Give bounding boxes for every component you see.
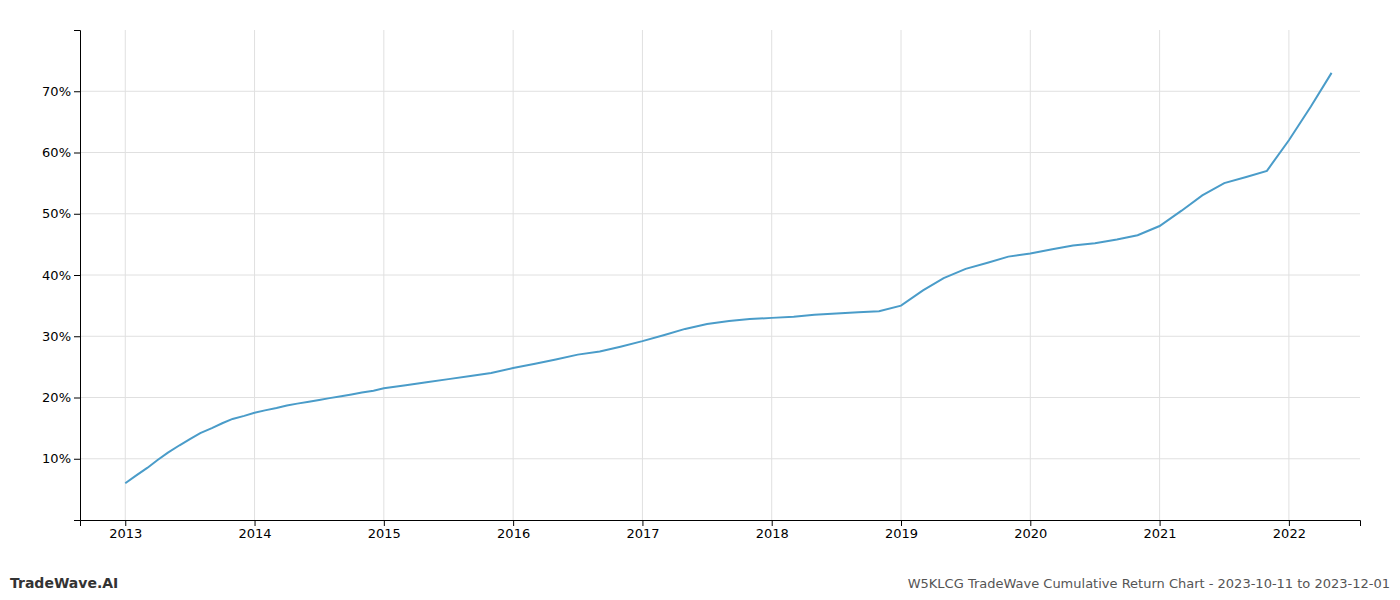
- x-tick-label: 2022: [1273, 526, 1306, 541]
- x-tick-mark: [772, 520, 773, 526]
- grid-line-y: [80, 152, 1360, 153]
- y-tick-label: 10%: [42, 451, 71, 466]
- x-tick-label: 2020: [1014, 526, 1047, 541]
- y-tick: 70%: [42, 84, 80, 99]
- x-tick-label: 2013: [109, 526, 142, 541]
- y-tick: 20%: [42, 390, 80, 405]
- x-tick: 2021: [1144, 520, 1177, 541]
- x-tick-mark: [1030, 520, 1031, 526]
- grid-line-y: [80, 275, 1360, 276]
- x-tick: 2013: [109, 520, 142, 541]
- y-tick-label: 70%: [42, 84, 71, 99]
- x-tick-label: 2021: [1144, 526, 1177, 541]
- x-axis: 2013 2014 2015 2016 2017 2018 2019 2020 2021 2022: [81, 520, 1361, 541]
- y-tick: 50%: [42, 206, 80, 221]
- x-tick: 2018: [756, 520, 789, 541]
- x-tick-label: 2018: [756, 526, 789, 541]
- x-tick-mark: [384, 520, 385, 526]
- y-tick-label: 60%: [42, 145, 71, 160]
- grid-line-y: [80, 336, 1360, 337]
- x-tick-label: 2019: [885, 526, 918, 541]
- x-tick-label: 2017: [626, 526, 659, 541]
- x-tick-mark: [642, 520, 643, 526]
- y-tick-mark: [74, 91, 80, 92]
- y-tick-mark: [74, 275, 80, 276]
- y-tick-mark: [74, 214, 80, 215]
- plot-area: [125, 73, 1331, 483]
- y-tick-label: 20%: [42, 390, 71, 405]
- x-tick-mark: [1289, 520, 1290, 526]
- x-tick-label: 2016: [497, 526, 530, 541]
- y-tick-mark: [74, 336, 80, 337]
- y-tick: 40%: [42, 268, 80, 283]
- x-tick: 2017: [626, 520, 659, 541]
- y-tick-label: 30%: [42, 329, 71, 344]
- x-tick-mark: [513, 520, 514, 526]
- x-tick: 2015: [368, 520, 401, 541]
- line: [125, 73, 1331, 483]
- y-tick-label: 50%: [42, 206, 71, 221]
- y-tick: 60%: [42, 145, 80, 160]
- x-tick: 2014: [238, 520, 271, 541]
- y-tick-mark: [74, 153, 80, 154]
- x-tick: 2016: [497, 520, 530, 541]
- y-tick-mark: [74, 459, 80, 460]
- grid-line-y: [80, 213, 1360, 214]
- title: W5KLCG TradeWave Cumulative Return Chart…: [908, 576, 1390, 591]
- y-tick: 30%: [42, 329, 80, 344]
- chart: 2013 2014 2015 2016 2017 2018 2019 2020 2021 2022…: [0, 0, 1400, 600]
- x-tick: 2022: [1273, 520, 1306, 541]
- x-tick: 2019: [885, 520, 918, 541]
- x-tick-label: 2014: [238, 526, 271, 541]
- watermark: TradeWave.AI: [10, 575, 118, 591]
- x-tick-mark: [255, 520, 256, 526]
- x-tick-mark: [1160, 520, 1161, 526]
- x-axis-line: [81, 521, 1361, 527]
- y-tick: 10%: [42, 451, 80, 466]
- x-tick-mark: [901, 520, 902, 526]
- y-axis-line: [74, 31, 81, 521]
- grid-line-y: [80, 458, 1360, 459]
- y-tick-label: 40%: [42, 268, 71, 283]
- grid-line-y: [80, 91, 1360, 92]
- x-tick: 2020: [1014, 520, 1047, 541]
- grid: [80, 30, 1360, 520]
- y-tick-mark: [74, 398, 80, 399]
- x-tick-label: 2015: [368, 526, 401, 541]
- x-tick-mark: [125, 520, 126, 526]
- grid-line-y: [80, 397, 1360, 398]
- y-axis: 10% 20% 30% 40% 50% 60% 70%: [42, 31, 80, 521]
